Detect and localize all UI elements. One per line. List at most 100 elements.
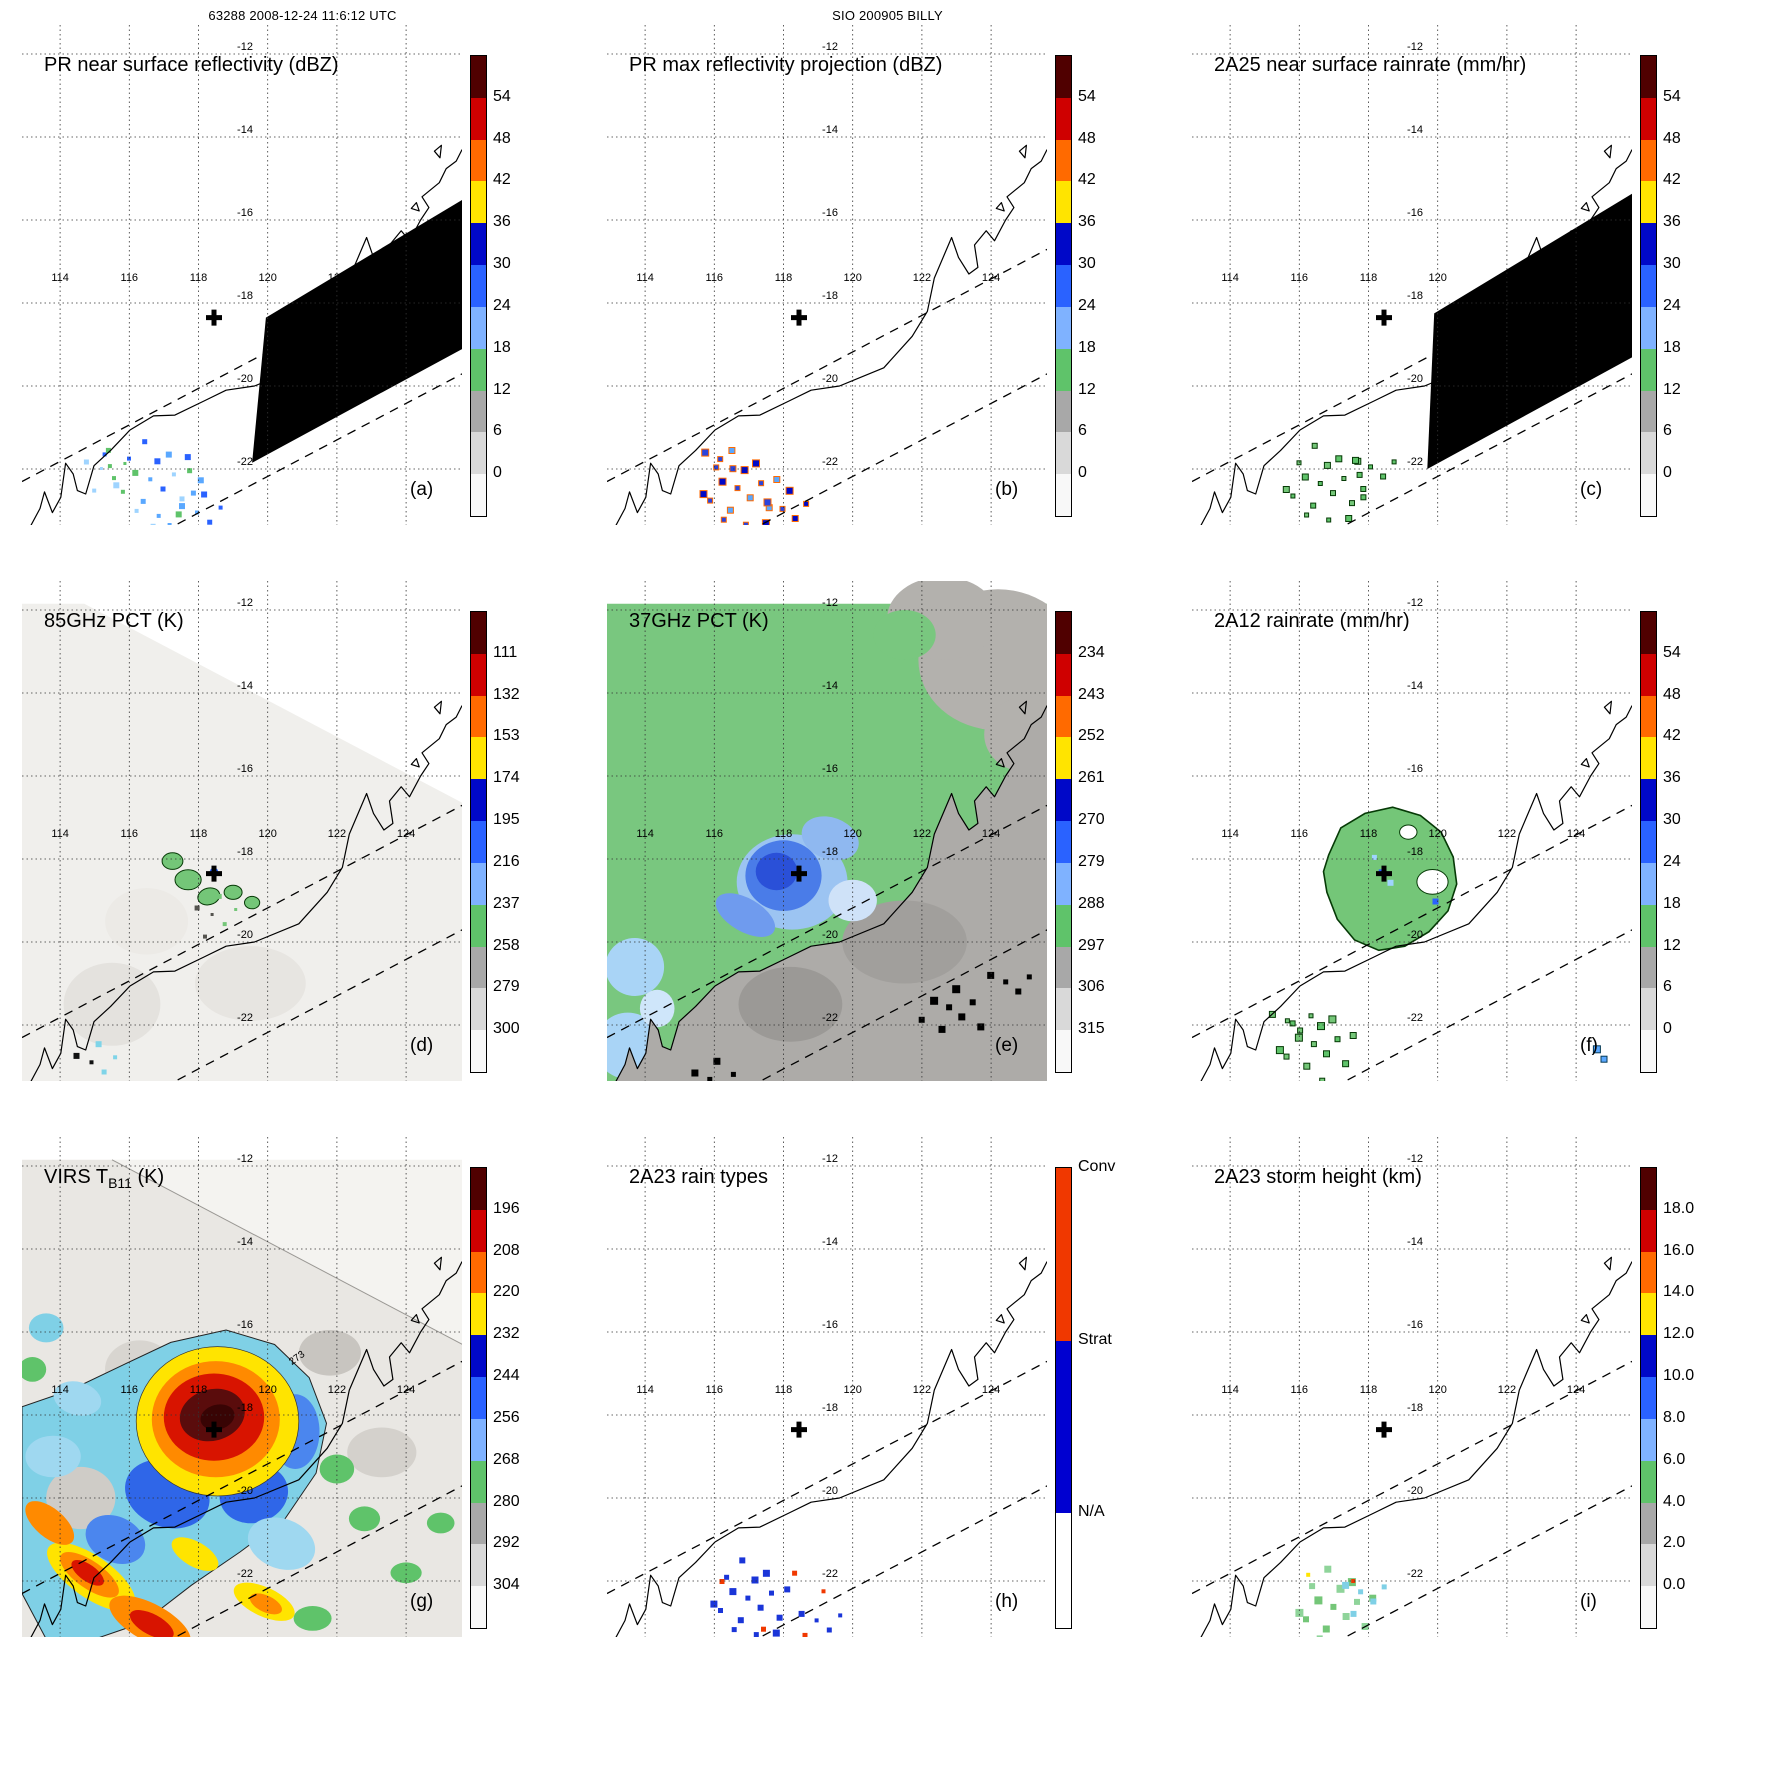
colorbar-tick: 12.0 <box>1663 1325 1695 1343</box>
colorbar-segment <box>1641 1418 1656 1461</box>
field-blob <box>247 1517 316 1570</box>
lon-label: 120 <box>259 272 277 284</box>
colorbar-segment <box>1641 432 1656 475</box>
swath-boundary-line <box>1344 929 1632 1081</box>
data-speck <box>729 465 737 473</box>
lon-label: 120 <box>844 828 862 840</box>
lon-label: 122 <box>913 828 931 840</box>
field-blob <box>293 1606 332 1631</box>
colorbar-segment <box>1056 56 1071 98</box>
colorbar-tick: 304 <box>493 1576 520 1594</box>
colorbar-segment <box>471 612 486 654</box>
colorbar-tick: 6.0 <box>1663 1450 1686 1468</box>
data-speck <box>763 498 772 507</box>
colorbar-segment <box>471 821 486 863</box>
data-speck <box>1282 486 1290 493</box>
header-storm-label: SIO 200905 BILLY <box>832 8 943 23</box>
colorbar-tick: 292 <box>493 1534 520 1552</box>
island-outline <box>995 202 1005 212</box>
lat-label: -18 <box>237 846 253 858</box>
colorbar-segment <box>471 1168 486 1210</box>
data-speck <box>785 486 794 495</box>
storm-center-marker <box>791 1421 807 1438</box>
colorbar-bar <box>1640 611 1657 1073</box>
lon-label: 114 <box>51 272 69 284</box>
colorbar-segment <box>1056 612 1071 654</box>
data-speck <box>1336 1584 1345 1593</box>
panel-f: 114 116 118 120 122 124 -12 -14 -16 -18 -20 -22 2A12… <box>1180 581 1765 1081</box>
colorbar-segment <box>1641 474 1656 516</box>
lon-label: 118 <box>190 1384 208 1396</box>
lon-label: 122 <box>328 272 346 284</box>
field-blob <box>639 989 675 1028</box>
colorbar-segment <box>1056 306 1071 349</box>
header-overpass-label: 63288 2008-12-24 11:6:12 UTC <box>208 8 397 23</box>
data-speck <box>1342 1581 1350 1589</box>
field-region <box>252 199 462 463</box>
colorbar-segment <box>471 779 486 822</box>
data-speck <box>821 1589 826 1594</box>
panel-letter: (d) <box>410 1035 433 1056</box>
colorbar-segment <box>1056 432 1071 475</box>
data-speck <box>140 498 146 504</box>
lat-label: -16 <box>237 207 253 219</box>
data-speck <box>707 497 714 504</box>
field-blob <box>607 938 665 996</box>
lat-label: -18 <box>237 1402 253 1414</box>
map-panel-d: 114 116 118 120 122 124 -12 -14 -16 -18 -20 -22 85GH… <box>22 581 462 1081</box>
colorbar-tick: 12 <box>1663 380 1681 398</box>
colorbar-tick: 24 <box>1078 296 1096 314</box>
lon-label: 122 <box>913 272 931 284</box>
lon-label: 122 <box>1498 272 1516 284</box>
data-speck <box>977 1023 985 1031</box>
colorbar-tick: 280 <box>493 1492 520 1510</box>
lat-label: -12 <box>822 597 838 609</box>
lat-label: -18 <box>1407 290 1423 302</box>
data-speck <box>1297 1027 1304 1034</box>
data-speck <box>113 482 120 489</box>
lat-label: -18 <box>822 1402 838 1414</box>
swath-boundary-line <box>759 929 1047 1081</box>
data-speck <box>234 908 238 911</box>
colorbar-tick: 12 <box>1078 380 1096 398</box>
colorbar-category-label: Conv <box>1078 1158 1116 1175</box>
data-speck <box>105 447 111 453</box>
lon-label: 118 <box>190 272 208 284</box>
swath-boundary-line <box>174 373 462 525</box>
lon-label: 124 <box>397 828 415 840</box>
lat-label: -14 <box>237 1236 253 1248</box>
colorbar-tick: 0 <box>1663 1020 1672 1038</box>
storm-center-marker <box>1376 865 1392 882</box>
colorbar-tick: 270 <box>1078 811 1105 829</box>
colorbar-segment <box>1056 1168 1071 1341</box>
data-speck <box>1323 1050 1330 1058</box>
data-speck <box>838 1613 843 1618</box>
lon-label: 118 <box>775 1384 793 1396</box>
swath-boundary-line <box>22 248 462 483</box>
lon-label: 114 <box>1221 828 1239 840</box>
colorbar-tick: 48 <box>493 129 511 147</box>
colorbar-tick: 258 <box>493 936 520 954</box>
lat-label: -14 <box>1407 1236 1423 1248</box>
colorbar-c: 54 48 42 36 30 24 18 12 6 0 <box>1640 25 1702 525</box>
colorbar-tick: 232 <box>493 1325 520 1343</box>
map-panel-a: 114 116 118 120 122 124 -12 -14 -16 -18 -20 -22 PR n… <box>22 25 462 525</box>
colorbar-segment <box>1056 737 1071 780</box>
colorbar-segment <box>471 1502 486 1545</box>
colorbar-tick: 18.0 <box>1663 1199 1695 1217</box>
data-speck <box>762 1569 770 1577</box>
coastline <box>615 705 1047 1081</box>
panel-title: 2A25 near surface rainrate (mm/hr) <box>1214 54 1526 76</box>
colorbar-tick: 196 <box>493 1199 520 1217</box>
field-blob <box>755 852 798 891</box>
storm-center-marker <box>206 309 222 326</box>
colorbar-segment <box>1056 390 1071 433</box>
colorbar-tick: 208 <box>493 1241 520 1259</box>
lon-label: 116 <box>121 1384 139 1396</box>
data-speck <box>737 1617 744 1624</box>
lat-label: -16 <box>822 763 838 775</box>
data-speck <box>724 1574 730 1580</box>
colorbar-segment <box>1641 1168 1656 1210</box>
data-speck <box>1368 464 1373 470</box>
colorbar-segment <box>1641 904 1656 947</box>
